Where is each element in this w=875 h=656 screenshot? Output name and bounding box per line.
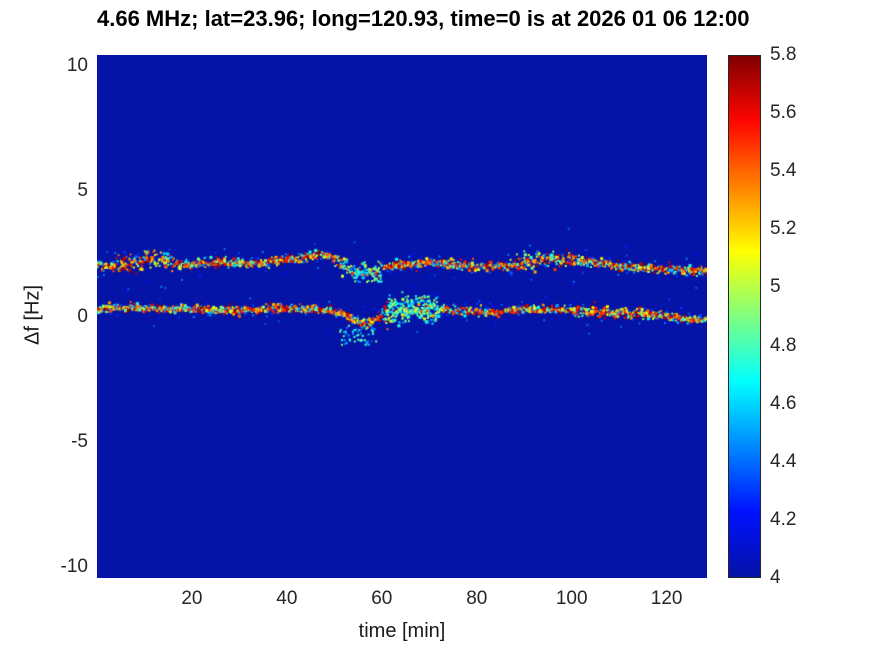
y-tick-label: -5 bbox=[71, 430, 88, 452]
colorbar-tick-label: 4.6 bbox=[770, 392, 797, 414]
colorbar-tick-label: 5 bbox=[770, 276, 781, 298]
colorbar-tick-label: 5.6 bbox=[770, 102, 797, 124]
x-tick-label: 100 bbox=[555, 588, 588, 609]
colorbar-tick-label: 4.2 bbox=[770, 508, 797, 530]
spectrogram-plot bbox=[97, 55, 707, 578]
colorbar-tick-label: 4.8 bbox=[770, 334, 797, 356]
x-tick-label: 120 bbox=[650, 588, 683, 609]
y-tick-label: 5 bbox=[77, 180, 88, 202]
x-tick-label: 60 bbox=[371, 588, 393, 609]
x-tick-label: 20 bbox=[181, 588, 203, 609]
colorbar-tick-label: 4.4 bbox=[770, 450, 797, 472]
y-tick-label: -10 bbox=[60, 555, 88, 577]
colorbar-tick-label: 5.8 bbox=[770, 44, 797, 65]
y-axis-label: Δf [Hz] bbox=[21, 284, 44, 346]
y-tick-label: 0 bbox=[77, 305, 88, 327]
colorbar-tick-label: 5.2 bbox=[770, 218, 797, 240]
x-axis-label: time [min] bbox=[358, 620, 446, 642]
y-tick-label: 10 bbox=[66, 55, 88, 77]
x-tick-label: 80 bbox=[466, 588, 488, 609]
colorbar-tick-label: 5.4 bbox=[770, 160, 797, 182]
colorbar bbox=[728, 55, 761, 578]
chart-title: 4.66 MHz; lat=23.96; long=120.93, time=0… bbox=[97, 6, 750, 31]
colorbar-tick-label: 4 bbox=[770, 567, 781, 588]
x-tick-label: 40 bbox=[276, 588, 298, 609]
